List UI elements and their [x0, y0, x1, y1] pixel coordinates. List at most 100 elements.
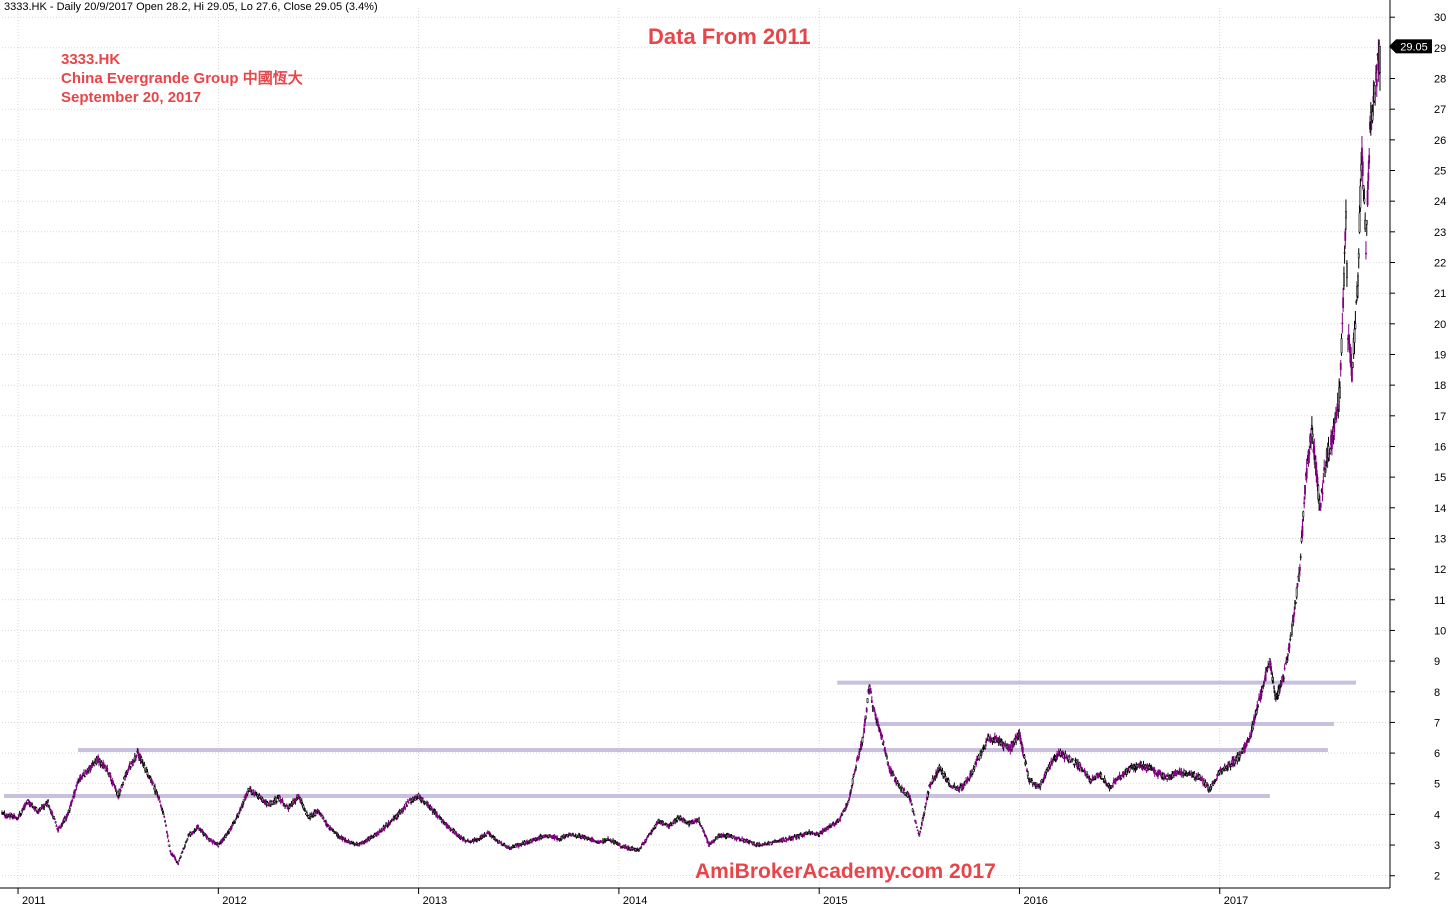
candle-body	[978, 758, 981, 760]
candle-body	[1289, 638, 1292, 641]
candle-body	[462, 837, 465, 839]
candle-body	[273, 800, 276, 803]
candle-body	[893, 774, 895, 776]
candle-body	[1071, 758, 1074, 760]
x-tick-label: 2016	[1023, 895, 1047, 907]
candle-body	[122, 782, 125, 785]
candle-body	[1268, 658, 1271, 662]
candle-body	[679, 816, 682, 819]
y-tick-label: 10	[1434, 625, 1446, 637]
candle-body	[1346, 263, 1348, 278]
candle-body	[1303, 502, 1306, 505]
candle-body	[185, 840, 188, 842]
candle-body	[1094, 777, 1097, 779]
candle-body	[143, 764, 146, 766]
candle-body	[932, 780, 935, 782]
candle-body	[968, 778, 971, 780]
candle-body	[1175, 774, 1178, 777]
candle-body	[995, 737, 998, 740]
candle-body	[164, 820, 166, 822]
candle-body	[1239, 754, 1242, 756]
candle-body	[1043, 776, 1046, 780]
candle-body	[941, 770, 944, 773]
candle-body	[1350, 354, 1353, 368]
candle-body	[174, 857, 176, 860]
candle-body	[875, 717, 878, 720]
candle-body	[83, 775, 86, 778]
candle-body	[1294, 602, 1297, 604]
candle-body	[849, 792, 851, 797]
candle-body	[769, 842, 772, 844]
candle-body	[1322, 480, 1325, 484]
candle-body	[178, 860, 180, 862]
candle-body	[612, 839, 614, 842]
candle-body	[1248, 739, 1250, 742]
candle-body	[832, 822, 835, 824]
candle-body	[866, 698, 869, 703]
support-resistance-lines	[4, 680, 1356, 799]
candle-body	[389, 822, 391, 824]
candle-body	[1118, 774, 1121, 777]
candle-body	[966, 777, 969, 780]
candle-body	[169, 850, 172, 852]
candle-body	[659, 823, 662, 825]
candle-body	[257, 796, 260, 799]
candle-body	[850, 789, 852, 793]
candle-body	[602, 841, 605, 844]
candle-body	[1252, 724, 1255, 729]
candle-body	[1353, 328, 1356, 343]
candle-body	[3, 812, 6, 815]
candle-body	[166, 834, 169, 837]
candle-body	[500, 841, 503, 844]
candle-body	[1288, 643, 1291, 649]
candle-body	[520, 844, 523, 846]
candle-body	[510, 847, 513, 850]
candle-body	[234, 820, 236, 823]
candle-body	[1264, 671, 1267, 681]
candle-body	[851, 778, 854, 785]
candle-body	[923, 811, 926, 814]
candle-body	[1234, 759, 1237, 762]
candle-body	[740, 839, 743, 842]
candle-body	[927, 791, 930, 794]
candle-body	[665, 823, 668, 825]
candle-body	[1367, 172, 1370, 181]
candle-body	[635, 850, 638, 852]
y-tick-label: 22	[1434, 257, 1446, 269]
candle-body	[1298, 566, 1301, 571]
candle-body	[144, 767, 147, 772]
candle-body	[1286, 653, 1289, 657]
candle-body	[406, 805, 408, 807]
last-price-arrow	[1389, 39, 1396, 54]
candle-body	[1339, 386, 1341, 398]
candle-body	[1201, 778, 1204, 781]
candle-body	[68, 807, 71, 811]
candle-body	[1366, 190, 1369, 206]
y-tick-label: 17	[1434, 411, 1446, 423]
candle-body	[947, 779, 950, 783]
candle-body	[75, 784, 78, 788]
candle-body	[404, 807, 407, 809]
candle-body	[1268, 664, 1270, 667]
candle-body	[728, 834, 730, 836]
candle-body	[281, 800, 284, 803]
candle-body	[915, 822, 917, 824]
candle-body	[159, 801, 161, 803]
info-block: 3333.HK China Evergrande Group 中國恆大 Sept…	[61, 50, 303, 107]
candle-body	[134, 759, 137, 761]
tick-labels: 2345678910111213141516171819202122232425…	[22, 12, 1446, 907]
candle-body	[618, 843, 621, 845]
candle-body	[975, 761, 977, 766]
candle-body	[1340, 338, 1343, 354]
candle-body	[748, 841, 750, 844]
candle-body	[410, 801, 412, 804]
candle-body	[1224, 768, 1227, 771]
candle-body	[436, 813, 438, 816]
candle-body	[96, 757, 99, 763]
candle-body	[436, 816, 439, 819]
chart-header: 3333.HK - Daily 20/9/2017 Open 28.2, Hi …	[4, 1, 378, 13]
candle-body	[896, 781, 899, 784]
candle-body	[863, 727, 865, 734]
grid-lines	[2, 8, 1390, 888]
candle-body	[937, 771, 940, 773]
